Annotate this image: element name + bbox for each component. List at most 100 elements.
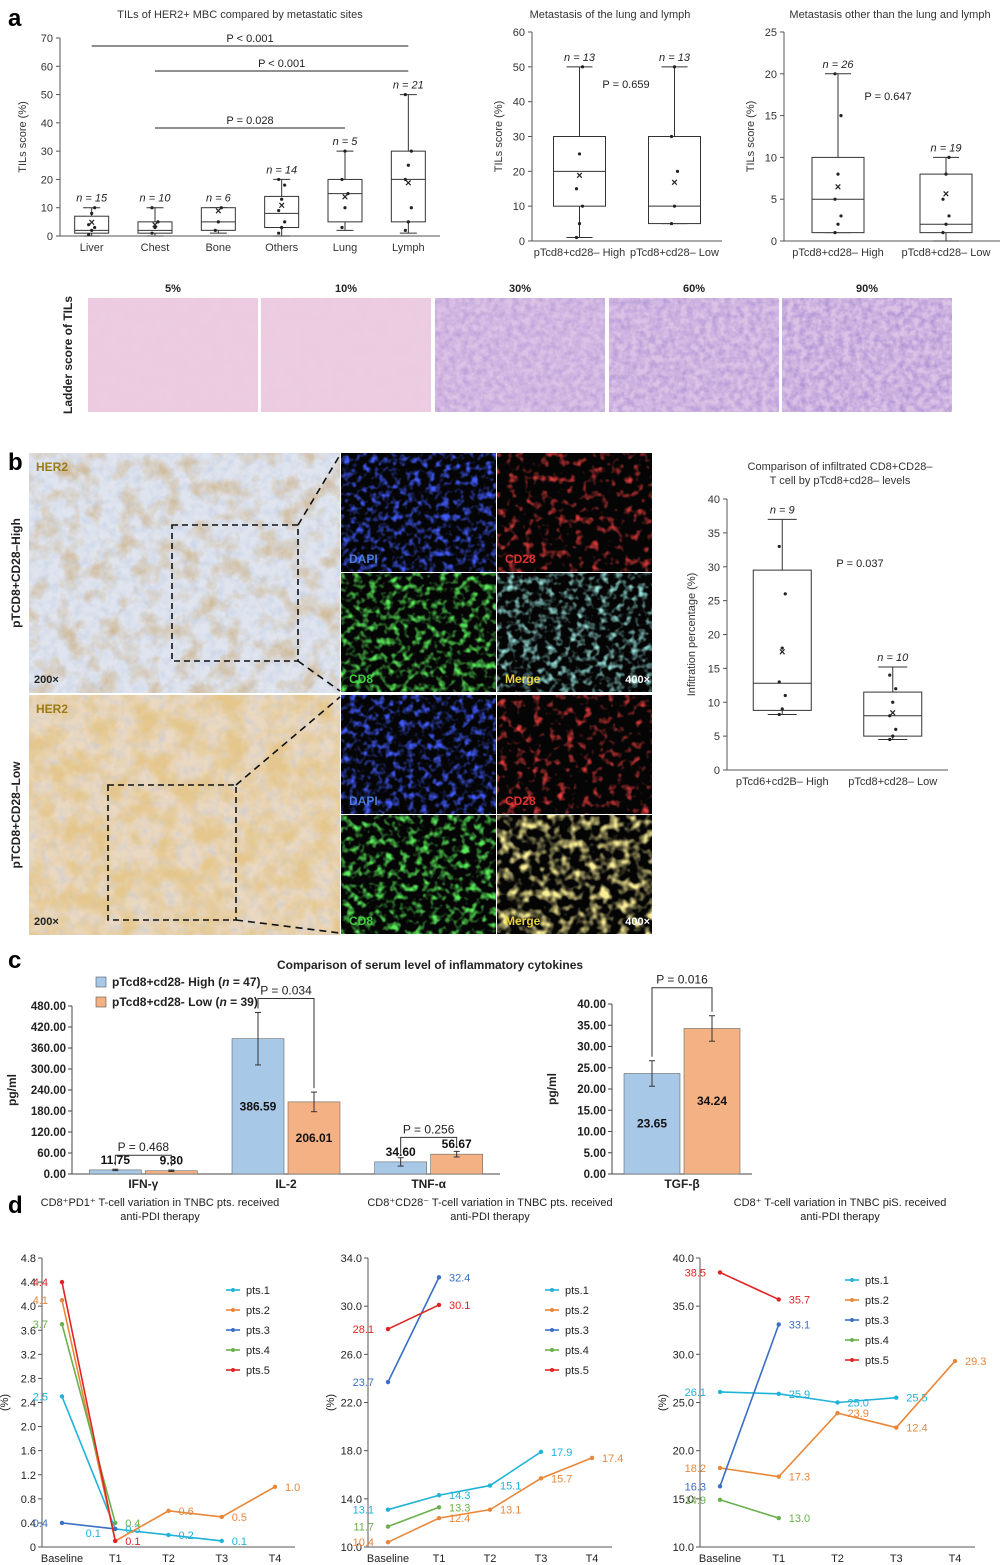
n-label: n = 13 [564, 52, 596, 64]
series-marker [385, 1539, 391, 1545]
y-tick-label: 180.00 [31, 1106, 66, 1118]
legend-marker [550, 1348, 554, 1352]
data-point [833, 231, 837, 235]
series-marker [717, 1497, 723, 1502]
data-point [93, 206, 97, 210]
magnification-label: 200× [34, 916, 59, 928]
series-marker [589, 1455, 595, 1461]
data-point [888, 737, 892, 742]
fluorescence-texture [497, 815, 652, 934]
series-line [719, 1499, 779, 1519]
magnification-label: 200× [34, 674, 59, 686]
data-label: 12.4 [449, 1513, 470, 1525]
data-point [944, 222, 948, 226]
n-label: n = 15 [76, 193, 108, 205]
series-marker [894, 1395, 899, 1400]
data-label: 0.1 [232, 1536, 247, 1548]
y-axis-label: Infitration percentage (%) [686, 573, 698, 697]
box [264, 195, 300, 229]
x-tick-label: pTcd8+cd28– High [534, 247, 625, 259]
y-tick-label: 0 [47, 231, 53, 243]
row-label: pTCD8+CD28–Low [9, 761, 23, 869]
n-label: n = 26 [823, 59, 855, 71]
other-sites-boxplot: Metastasis other than the lung and lymph… [745, 9, 1000, 259]
series-line [61, 1299, 276, 1543]
n-label: n = 10 [877, 652, 909, 664]
pd1-line-chart: CD8⁺PD1⁺ T-cell variation in TNBC pts. r… [0, 1197, 300, 1565]
data-label: 0.6 [179, 1506, 194, 1518]
data-point [675, 169, 680, 173]
y-tick-label: 0 [519, 236, 525, 248]
y-tick-label: 34.0 [341, 1253, 362, 1265]
chart-title: anti-PDI therapy [800, 1211, 880, 1223]
data-point [836, 172, 840, 176]
data-point [406, 163, 410, 167]
legend-label: pTcd8+cd28- High (n = 47) [112, 975, 261, 989]
legend-n: n [222, 975, 229, 989]
x-tick-label: T1 [109, 1553, 122, 1565]
data-label: 14.3 [449, 1490, 470, 1502]
y-tick-label: 5 [714, 731, 720, 743]
data-label: 1.0 [285, 1482, 300, 1494]
data-point [783, 592, 787, 596]
he-texture [261, 298, 431, 412]
zoom-box [171, 524, 299, 662]
y-tick-label: 0.4 [21, 1518, 36, 1530]
y-tick-label: 480.00 [31, 1001, 66, 1013]
legend-text: = 39) [227, 995, 258, 1009]
series-marker [219, 1538, 224, 1544]
data-point [87, 232, 91, 237]
mean-marker: × [890, 707, 896, 719]
x-tick-label: Others [265, 242, 299, 254]
legend-marker [550, 1328, 554, 1332]
data-point [780, 707, 784, 711]
data-label: 23.7 [353, 1377, 374, 1389]
legend-label: pTcd8+cd28- Low (n = 39) [112, 995, 258, 1009]
y-tick-label: 35 [708, 528, 720, 540]
n-label: n = 14 [266, 164, 297, 176]
series-marker [717, 1270, 723, 1275]
p-bracket [257, 997, 315, 1089]
data-label: 25.5 [906, 1393, 927, 1405]
mean-marker: × [671, 177, 677, 189]
x-tick-label: T3 [890, 1553, 903, 1565]
data-point [574, 187, 579, 191]
data-point [580, 204, 585, 208]
x-tick-label: T2 [831, 1553, 844, 1565]
data-point [577, 221, 582, 226]
y-tick-label: 20 [708, 630, 720, 642]
series-marker [538, 1449, 544, 1455]
legend-label: pts.5 [865, 1355, 889, 1367]
y-axis-label: (%) [657, 1394, 669, 1411]
box [752, 569, 812, 711]
data-label: 10.4 [353, 1537, 374, 1549]
data-label: 23.65 [637, 1117, 667, 1131]
y-tick-label: 30 [41, 146, 53, 158]
y-tick-label: 40.00 [577, 999, 606, 1011]
y-tick-label: 3.6 [21, 1325, 36, 1337]
mean-marker: × [88, 217, 94, 229]
series-marker [113, 1538, 118, 1544]
data-label: 25.0 [848, 1398, 869, 1410]
magnification-label: 400× [625, 916, 650, 928]
n-label: n = 10 [140, 193, 172, 205]
ladder-score-label: 30% [509, 283, 531, 295]
y-tick-label: 1.2 [21, 1470, 36, 1482]
y-tick-label: 25.00 [577, 1063, 606, 1075]
channel-label: DAPI [349, 794, 378, 808]
y-tick-label: 30 [708, 562, 720, 574]
legend-label: pts.1 [565, 1285, 589, 1297]
series-marker [952, 1358, 958, 1364]
channel-label: CD8 [349, 914, 373, 928]
x-tick-label: pTcd6+cd2B– High [736, 776, 829, 788]
he-texture [782, 298, 952, 412]
data-point [783, 693, 787, 698]
data-label: 0.1 [86, 1528, 101, 1540]
y-tick-label: 0.8 [21, 1494, 36, 1506]
box [327, 178, 363, 223]
data-label: 0.4 [125, 1518, 140, 1530]
x-tick-label: Baseline [367, 1553, 409, 1565]
p-value: P = 0.016 [656, 973, 708, 987]
y-tick-label: 14.0 [341, 1494, 362, 1506]
